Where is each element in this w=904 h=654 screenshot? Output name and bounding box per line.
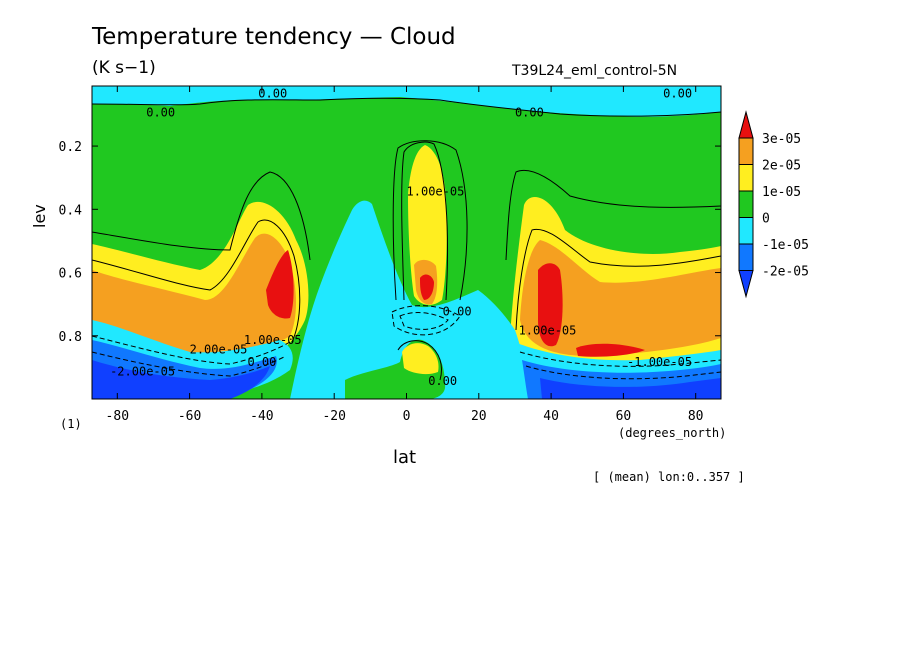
colorbar-segment xyxy=(738,243,754,271)
y-tick-label: 0.6 xyxy=(59,267,82,282)
contour-line-dashed-6 xyxy=(391,305,461,336)
x-tick-label: 60 xyxy=(616,409,632,424)
footnote: [ (mean) lon:0..357 ] xyxy=(593,470,745,484)
contour-label: 0.00 xyxy=(247,355,276,369)
contour-lines-negative xyxy=(91,305,722,380)
contour-label: 0.00 xyxy=(258,86,287,100)
colorbar-segment xyxy=(738,110,754,139)
fill-3e-05-right-low xyxy=(576,343,645,357)
contour-label: 0.00 xyxy=(146,105,175,119)
x-tick-label: 80 xyxy=(688,409,704,424)
x-axis-label: lat xyxy=(393,447,417,468)
colorbar: 3e-05 2e-05 1e-05 0 -1e-05 -2e-05 xyxy=(738,110,809,299)
colorbar-segment xyxy=(738,217,754,245)
contour-line-right xyxy=(515,228,722,331)
contour-label: 0.00 xyxy=(428,374,457,388)
colorbar-segment xyxy=(738,164,754,192)
colorbar-label: 3e-05 xyxy=(762,132,801,147)
x-axis-ticks: -80 -60 -40 -20 0 20 40 60 80 xyxy=(106,86,704,424)
contour-line-left xyxy=(91,219,301,343)
contour-line-dashed-1 xyxy=(91,335,291,365)
contour-line-dashed-3 xyxy=(519,351,722,367)
colorbar-label: -1e-05 xyxy=(762,238,809,253)
contour-label: 1.00e-05 xyxy=(244,333,302,347)
contour-lines xyxy=(91,97,722,381)
x-tick-label: -80 xyxy=(106,409,129,424)
x-tick-label: 40 xyxy=(543,409,559,424)
colorbar-label: 1e-05 xyxy=(762,185,801,200)
fill-2e-05-left xyxy=(92,233,296,354)
x-axis-units: (degrees_north) xyxy=(618,426,727,440)
colorbar-segment xyxy=(738,190,754,218)
contour-fills xyxy=(92,86,721,399)
contour-line-dashed-5 xyxy=(399,312,449,330)
colorbar-label: 0 xyxy=(762,212,770,227)
contour-labels: 0.00 0.00 0.00 0.00 1.00e-05 0.00 0.00 1.00e-05… xyxy=(110,86,692,388)
fill-negative-3e-05-bottom-right xyxy=(540,378,721,399)
contour-label: -1.00e-05 xyxy=(627,355,692,369)
contour-label: 1.00e-05 xyxy=(519,323,577,337)
contour-label: 0.00 xyxy=(663,86,692,100)
y-tick-label: 0.8 xyxy=(59,330,82,345)
contour-label: 0.00 xyxy=(443,304,472,318)
contour-label: -2.00e-05 xyxy=(110,365,175,379)
x-tick-label: -20 xyxy=(322,409,345,424)
fill-3e-05-left xyxy=(266,250,294,319)
contour-label: 1.00e-05 xyxy=(407,184,465,198)
contour-line-center-low xyxy=(397,340,442,381)
chart-units: (K s−1) xyxy=(92,58,156,78)
contour-line-dashed-2 xyxy=(91,351,287,377)
colorbar-label: -2e-05 xyxy=(762,265,809,280)
contour-line-zero-top xyxy=(91,97,722,117)
contour-line-left-outer xyxy=(91,171,311,261)
x-tick-label: 20 xyxy=(471,409,487,424)
contour-line-center-outer xyxy=(392,140,468,301)
contour-line-center xyxy=(401,141,448,301)
contour-line-dashed-4 xyxy=(525,365,722,380)
fill-negative-center xyxy=(290,200,532,399)
y-tick-label: 0.4 xyxy=(59,203,83,218)
contour-label: 2.00e-05 xyxy=(190,342,248,356)
fill-3e-05-right xyxy=(538,263,563,347)
run-label: T39L24_eml_control-5N xyxy=(512,63,678,79)
y-tick-label: 0.2 xyxy=(59,140,82,155)
y-axis-units: (1) xyxy=(60,417,82,431)
x-tick-label: 0 xyxy=(403,409,411,424)
colorbar-segment xyxy=(738,270,754,299)
fill-3e-05-center xyxy=(420,274,434,300)
x-tick-label: -40 xyxy=(250,409,273,424)
colorbar-label: 2e-05 xyxy=(762,159,801,174)
colorbar-segment xyxy=(738,137,754,165)
fill-2e-05-right xyxy=(520,240,721,356)
contour-label: 0.00 xyxy=(515,105,544,119)
fill-negative-3e-05-bottom-left xyxy=(92,360,270,399)
fill-1e-05-lower-center xyxy=(402,343,439,375)
chart-title: Temperature tendency — Cloud xyxy=(92,24,456,50)
y-axis-ticks: 0.2 0.4 0.6 0.8 xyxy=(59,140,721,345)
fill-negative-top xyxy=(92,86,721,117)
x-tick-label: -60 xyxy=(178,409,201,424)
contour-line-right-outer xyxy=(505,170,722,261)
